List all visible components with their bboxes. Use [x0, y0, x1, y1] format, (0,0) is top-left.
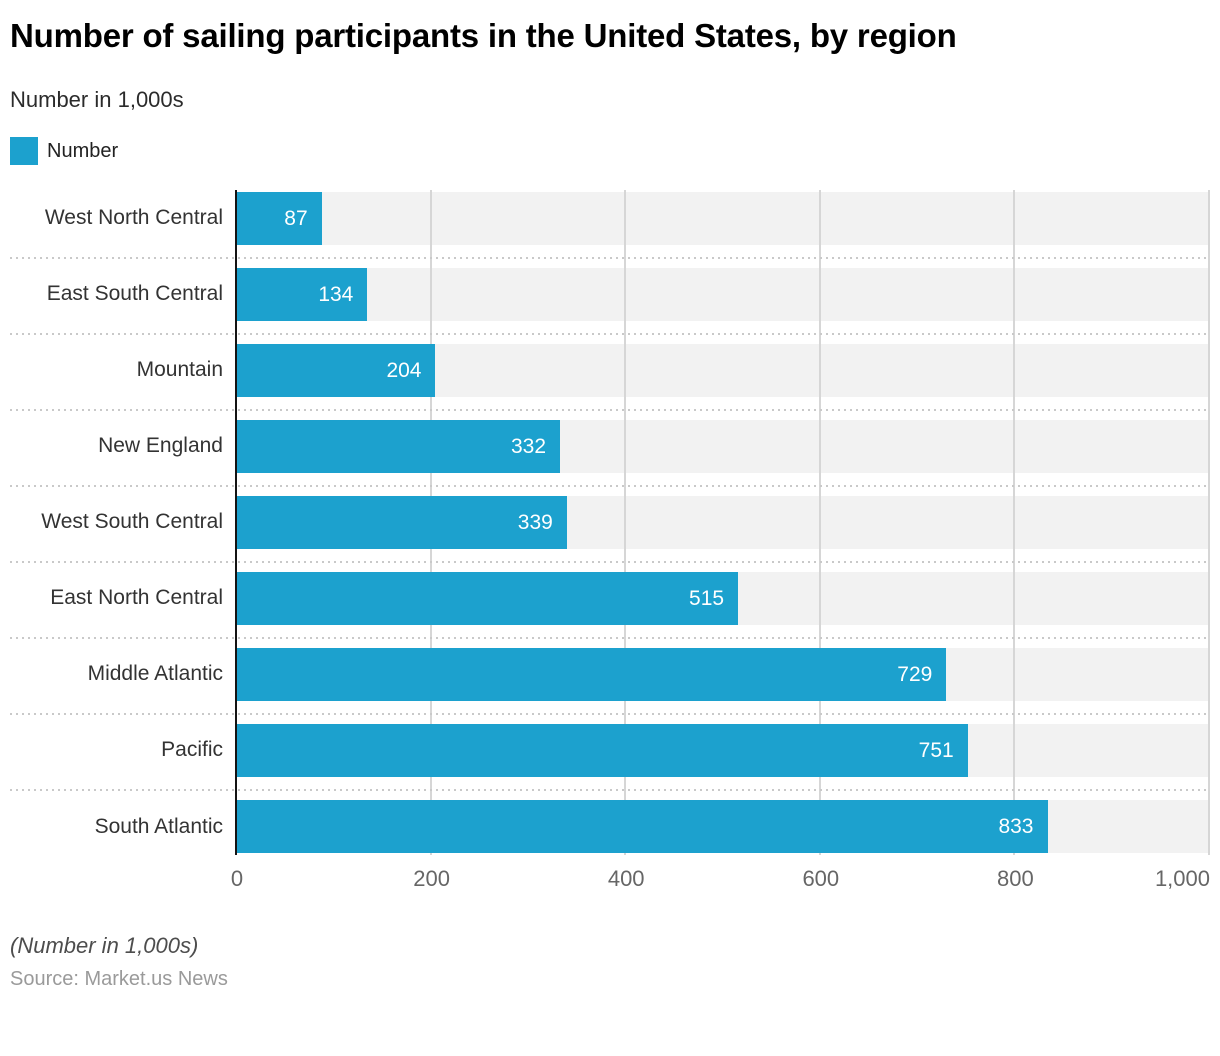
category-label: South Atlantic [94, 814, 223, 838]
gridline [1013, 722, 1016, 798]
bar[interactable]: 833 [237, 800, 1048, 853]
bar-value-label: 204 [386, 358, 422, 382]
gridline [1013, 190, 1016, 266]
row-plot: 332 [235, 418, 1210, 494]
x-axis-tick-label: 1,000 [1154, 866, 1210, 891]
source-credit: Source: Market.us News [10, 968, 228, 990]
chart-row: East North Central 515 [10, 570, 1210, 646]
gridline [1013, 570, 1016, 646]
category-label: New England [98, 434, 223, 457]
gridline [1208, 266, 1210, 342]
category-label: West South Central [41, 510, 223, 533]
x-axis-tick-label: 200 [413, 866, 450, 891]
category-label: East South Central [46, 282, 223, 305]
gridline [1013, 494, 1016, 570]
gridline [624, 266, 627, 342]
gridline [1208, 722, 1210, 798]
category-label: Mountain [136, 358, 223, 381]
category-label: Middle Atlantic [87, 662, 223, 685]
bar-value-label: 339 [517, 510, 553, 534]
gridline [1013, 646, 1016, 722]
row-plot: 134 [235, 266, 1210, 342]
x-axis-tick-label: 0 [230, 866, 244, 891]
bar[interactable]: 332 [237, 420, 561, 473]
chart-row: East South Central 134 [10, 266, 1210, 342]
bar[interactable]: 134 [237, 268, 368, 321]
chart-title: Number of sailing participants in the Un… [10, 17, 957, 54]
bar-value-label: 87 [284, 206, 308, 230]
category-label: West North Central [44, 206, 223, 229]
bar-value-label: 134 [318, 282, 354, 306]
gridline [1208, 190, 1210, 266]
chart-row: New England 332 [10, 418, 1210, 494]
bar-track [237, 268, 1210, 321]
gridline [1013, 266, 1016, 342]
bar[interactable]: 339 [237, 496, 567, 549]
bar-value-label: 833 [998, 814, 1034, 838]
gridline [818, 190, 821, 266]
bar-value-label: 729 [897, 662, 933, 686]
row-plot: 833 [235, 798, 1210, 855]
legend-item-number[interactable]: Number [10, 137, 118, 165]
chart-footnote: (Number in 1,000s) [10, 933, 199, 958]
chart-row: West North Central 87 [10, 190, 1210, 266]
x-axis-tick-label: 600 [802, 866, 840, 891]
bar[interactable]: 87 [237, 192, 322, 245]
category-label: East North Central [50, 586, 223, 609]
gridline [1013, 342, 1016, 418]
gridline [1208, 798, 1210, 855]
x-axis: 0 200 400 600 800 1,000 [231, 855, 1210, 901]
category-label: Pacific [161, 738, 223, 761]
gridline [1208, 494, 1210, 570]
gridline [1013, 418, 1016, 494]
row-plot: 751 [235, 722, 1210, 798]
gridline [1208, 418, 1210, 494]
gridline [1208, 570, 1210, 646]
x-axis-tick-label: 800 [997, 866, 1034, 891]
gridline [624, 418, 627, 494]
chart-row: Pacific 751 [10, 722, 1210, 798]
bar-chart: West North Central 87 East South Central… [10, 190, 1210, 901]
chart-row: Mountain 204 [10, 342, 1210, 418]
row-plot: 515 [235, 570, 1210, 646]
gridline [818, 266, 821, 342]
bar-value-label: 332 [510, 434, 547, 458]
bar-value-label: 751 [918, 738, 954, 762]
chart-subtitle: Number in 1,000s [10, 87, 184, 112]
row-plot: 339 [235, 494, 1210, 570]
gridline [818, 418, 821, 494]
bar-track [237, 192, 1210, 245]
bar[interactable]: 204 [237, 344, 436, 397]
gridline [624, 494, 627, 570]
legend-swatch-icon [10, 137, 38, 165]
gridline [818, 570, 821, 646]
chart-row: South Atlantic 833 [10, 798, 1210, 855]
row-plot: 87 [235, 190, 1210, 266]
bar-value-label: 515 [689, 586, 725, 610]
row-plot: 729 [235, 646, 1210, 722]
gridline [818, 494, 821, 570]
x-axis-tick-label: 400 [607, 866, 645, 891]
gridline [624, 342, 627, 418]
chart-row: Middle Atlantic 729 [10, 646, 1210, 722]
gridline [818, 342, 821, 418]
bar[interactable]: 729 [237, 648, 947, 701]
legend: Number [10, 137, 1210, 165]
gridline [429, 190, 432, 266]
chart-rows: West North Central 87 East South Central… [10, 190, 1210, 855]
gridline [1208, 646, 1210, 722]
bar[interactable]: 515 [237, 572, 739, 625]
bar[interactable]: 751 [237, 724, 968, 777]
gridline [1208, 342, 1210, 418]
gridline [624, 190, 627, 266]
gridline [429, 266, 432, 342]
row-plot: 204 [235, 342, 1210, 418]
legend-label: Number [47, 139, 119, 162]
chart-row: West South Central 339 [10, 494, 1210, 570]
